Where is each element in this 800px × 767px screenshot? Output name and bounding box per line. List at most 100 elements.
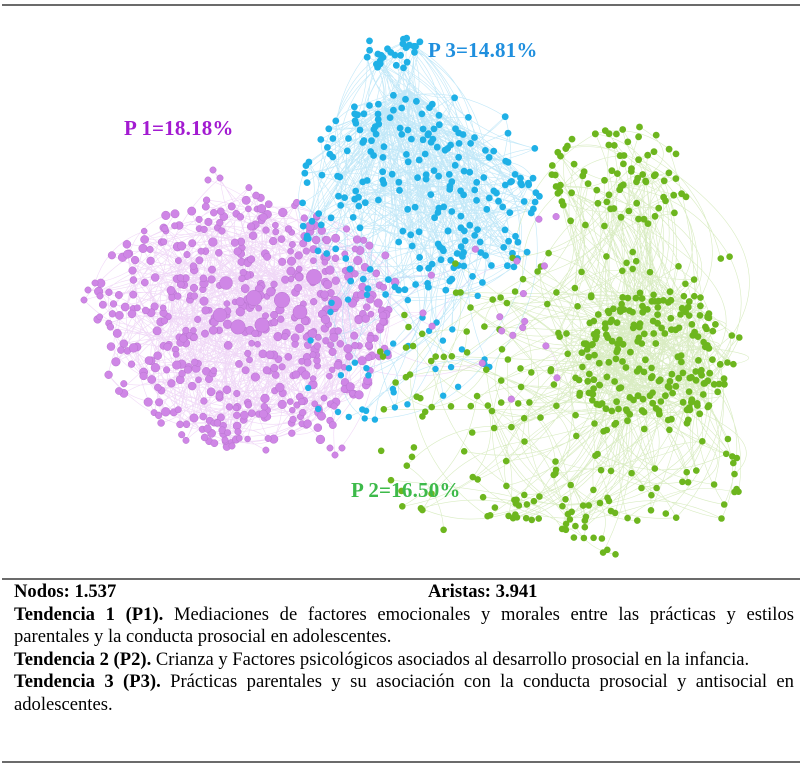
graph-node [430,125,438,133]
graph-node [383,349,391,356]
graph-node [592,452,599,460]
graph-node [244,401,253,409]
graph-node [535,515,542,522]
graph-node [234,428,242,436]
graph-node [522,514,530,522]
graph-node [518,181,526,189]
graph-node [490,187,498,195]
graph-node [327,214,335,222]
graph-node [679,369,687,377]
graph-node [654,311,661,318]
graph-node [623,259,630,267]
graph-node [153,351,162,360]
graph-node [332,117,340,125]
graph-node [345,352,353,361]
graph-node [209,166,217,174]
graph-node [356,126,364,134]
graph-node [483,205,491,213]
graph-node [379,317,387,326]
graph-node [547,367,554,375]
graph-node [585,353,593,361]
graph-node [379,353,387,360]
graph-node [463,328,471,335]
graph-node [640,408,648,416]
graph-node [537,414,544,421]
graph-node [219,276,233,290]
graph-node [467,304,474,311]
graph-node [376,60,384,67]
graph-node [419,125,427,133]
graph-node [629,265,636,273]
graph-node [246,290,262,306]
graph-node [294,283,303,292]
graph-node [379,168,387,176]
graph-node [654,304,662,311]
graph-node [448,208,456,215]
graph-node [497,377,505,384]
graph-node [278,363,286,371]
graph-node [691,328,698,336]
graph-node [616,152,624,160]
graph-node [138,243,148,253]
graph-node [355,193,362,201]
graph-node [379,283,388,291]
graph-node [658,324,665,332]
graph-node [402,95,409,103]
graph-node [520,198,528,205]
graph-node [414,174,421,182]
graph-node [442,286,450,294]
graph-node [490,424,498,432]
graph-node [221,436,229,444]
graph-node [328,299,335,306]
graph-node [419,309,427,317]
graph-node [210,367,218,375]
graph-node [314,333,322,341]
cluster-label-p3: P 3=14.81% [428,38,538,62]
graph-node [411,48,418,56]
graph-node [685,388,693,396]
graph-node [374,110,382,118]
graph-node [303,179,311,187]
graph-node [307,337,314,344]
graph-node [635,133,642,141]
cluster-label-p2: P 2=16.50% [351,478,461,502]
graph-node [484,512,491,520]
graph-node [460,448,468,455]
graph-node [382,291,389,298]
graph-node [601,222,608,230]
graph-node [457,289,464,296]
graph-node [361,415,368,422]
graph-node [227,202,236,211]
trend-1-title: Tendencia 1 (P1). [14,603,164,625]
graph-node [206,387,216,397]
graph-node [277,315,285,323]
graph-node [605,191,613,199]
graph-node [386,114,394,121]
graph-node [519,275,527,283]
graph-node [331,276,340,285]
graph-node [195,376,202,384]
graph-node [458,346,466,353]
graph-node [188,239,197,248]
graph-node [150,363,161,373]
graph-node [613,319,621,326]
graph-node [273,332,283,342]
graph-node [624,294,632,302]
graph-node [568,508,575,516]
graph-node [350,331,359,340]
graph-node [653,484,660,492]
graph-node [608,167,616,175]
graph-node [239,268,247,277]
graph-node [648,364,655,372]
graph-node [367,148,375,155]
graph-node [471,134,478,141]
graph-node [298,357,306,365]
graph-node [223,300,231,307]
graph-node [650,330,658,337]
graph-node [223,341,233,350]
graph-node [697,294,704,301]
graph-node [595,359,603,367]
graph-node [465,114,472,121]
graph-node [293,198,301,207]
graph-node [634,517,641,524]
